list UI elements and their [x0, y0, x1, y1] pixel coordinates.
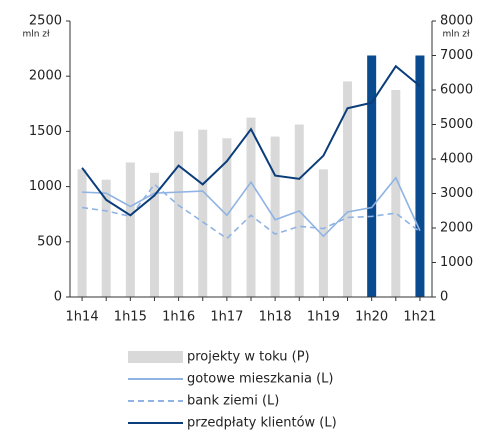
x-tick-label: 1h21: [403, 310, 436, 325]
bar: [149, 172, 159, 297]
legend-label: przedpłaty klientów (L): [187, 416, 337, 431]
x-tick-label: 1h19: [307, 310, 340, 325]
bar: [77, 169, 87, 297]
bar: [391, 90, 401, 297]
y2-axis-label: mln zł: [442, 30, 470, 40]
y-tick-label: 1000: [29, 179, 62, 194]
line: [81, 64, 421, 217]
line: [82, 176, 421, 238]
y2-tick-label: 8000: [440, 14, 473, 29]
line: [81, 183, 421, 240]
y-tick-label: 2500: [29, 14, 62, 29]
bar: [246, 117, 256, 297]
x-tick-label: 1h18: [259, 310, 292, 325]
bar: [343, 81, 353, 297]
y-tick-label: 1500: [29, 124, 62, 139]
legend-label: bank ziemi (L): [187, 394, 279, 409]
y2-tick-label: 5000: [440, 117, 473, 132]
bar: [198, 129, 208, 297]
bar: [174, 131, 184, 297]
bar: [222, 138, 232, 297]
legend-label: projekty w toku (P): [187, 350, 310, 365]
bar: [415, 55, 425, 297]
y2-tick-label: 4000: [440, 152, 473, 167]
x-tick-label: 1h20: [355, 310, 388, 325]
y2-tick-label: 1000: [440, 255, 473, 270]
bar: [318, 169, 328, 297]
y-tick-label: 500: [37, 234, 62, 249]
x-tick-label: 1h14: [66, 310, 99, 325]
y2-tick-label: 0: [440, 290, 448, 305]
x-tick-label: 1h16: [162, 310, 195, 325]
y2-tick-label: 7000: [440, 48, 473, 63]
bar: [367, 55, 377, 297]
y-tick-label: 2000: [29, 69, 62, 84]
y-tick-label: 0: [54, 290, 62, 305]
y2-tick-label: 2000: [440, 221, 473, 236]
legend-swatch: [128, 351, 183, 363]
legend-label: gotowe mieszkania (L): [187, 372, 334, 387]
y-axis-label: mln zł: [22, 30, 50, 40]
bar: [125, 162, 135, 297]
y2-tick-label: 3000: [440, 186, 473, 201]
bar: [101, 179, 111, 297]
y2-tick-label: 6000: [440, 83, 473, 98]
x-tick-label: 1h15: [114, 310, 147, 325]
x-tick-label: 1h17: [210, 310, 243, 325]
bar: [270, 136, 280, 297]
